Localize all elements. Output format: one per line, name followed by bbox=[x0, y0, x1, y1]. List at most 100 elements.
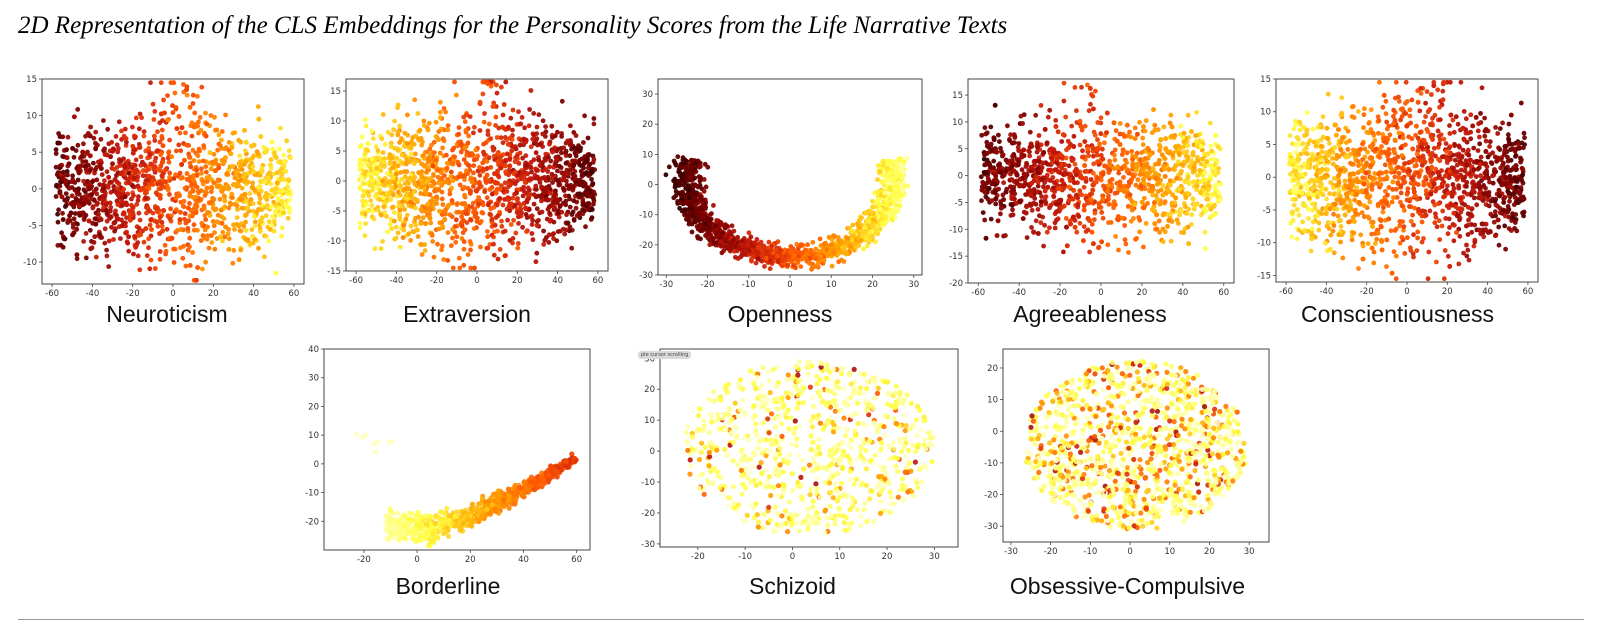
scatter-point bbox=[522, 179, 528, 185]
scatter-point bbox=[507, 208, 513, 214]
scatter-point bbox=[701, 204, 707, 209]
scatter-point bbox=[125, 240, 131, 246]
scatter-point bbox=[507, 163, 513, 169]
scatter-point bbox=[230, 260, 236, 266]
scatter-point bbox=[277, 168, 283, 174]
scatter-point bbox=[549, 123, 555, 129]
scatter-point bbox=[896, 164, 901, 170]
scatter-point bbox=[92, 198, 97, 203]
scatter-point bbox=[437, 150, 443, 156]
scatter-point bbox=[243, 139, 249, 145]
scatter-point bbox=[486, 121, 492, 127]
y-tick-label: -10 bbox=[639, 211, 653, 221]
scatter-point bbox=[441, 106, 447, 111]
scatter-point bbox=[572, 150, 578, 156]
scatter-point bbox=[435, 168, 441, 173]
scatter-point bbox=[1116, 247, 1121, 253]
scatter-point bbox=[707, 242, 713, 248]
scatter-point bbox=[132, 234, 137, 239]
scatter-point bbox=[435, 241, 440, 247]
scatter-point bbox=[428, 206, 433, 212]
scatter-point bbox=[225, 231, 231, 237]
scatter-point bbox=[241, 178, 247, 184]
scatter-point bbox=[257, 196, 263, 201]
scatter-point bbox=[531, 192, 537, 197]
scatter-point bbox=[64, 169, 70, 174]
scatter-point bbox=[362, 171, 367, 177]
scatter-point bbox=[459, 141, 464, 147]
scatter-point bbox=[861, 246, 866, 252]
scatter-point bbox=[204, 121, 210, 127]
scatter-point bbox=[374, 155, 380, 161]
scatter-point bbox=[589, 176, 594, 182]
scatter-point bbox=[214, 219, 220, 225]
y-tick-label: 10 bbox=[330, 117, 341, 127]
scatter-point bbox=[391, 127, 396, 132]
scatter-point bbox=[831, 250, 837, 256]
scatter-point bbox=[395, 102, 401, 108]
scatter-point bbox=[888, 196, 893, 201]
scatter-point bbox=[256, 192, 262, 197]
scatter-point bbox=[693, 160, 699, 166]
scatter-point bbox=[209, 185, 214, 190]
scatter-point bbox=[87, 153, 93, 159]
scatter-point bbox=[878, 206, 883, 212]
scatter-point bbox=[463, 211, 469, 216]
scatter-point bbox=[500, 202, 506, 208]
scatter-point bbox=[234, 215, 240, 221]
scatter-point bbox=[136, 225, 142, 231]
scatter-point bbox=[203, 164, 209, 169]
scatter-point bbox=[89, 245, 95, 251]
scatter-point bbox=[413, 222, 419, 228]
scatter-point bbox=[1038, 103, 1044, 108]
scatter-point bbox=[211, 196, 217, 202]
scatter-point bbox=[537, 141, 543, 147]
scatter-point bbox=[419, 142, 425, 148]
scatter-point bbox=[444, 152, 449, 158]
scatter-point bbox=[440, 145, 445, 151]
scatter-point bbox=[413, 215, 418, 221]
scatter-point bbox=[553, 177, 559, 183]
scatter-point bbox=[373, 162, 378, 167]
scatter-point bbox=[775, 259, 781, 265]
scatter-point bbox=[197, 115, 203, 120]
scatter-point bbox=[106, 238, 112, 244]
x-tick-label: 20 bbox=[208, 289, 219, 299]
scatter-point bbox=[75, 142, 81, 148]
scatter-point bbox=[392, 160, 397, 166]
scatter-point bbox=[218, 143, 223, 149]
scatter-point bbox=[158, 80, 164, 86]
scatter-point bbox=[183, 130, 188, 136]
scatter-point bbox=[59, 194, 65, 200]
scatter-point bbox=[862, 225, 868, 230]
scatter-point bbox=[238, 247, 244, 253]
scatter-point bbox=[173, 105, 179, 110]
scatter-point bbox=[506, 204, 512, 210]
scatter-point bbox=[373, 144, 379, 149]
scatter-point bbox=[195, 265, 201, 270]
scatter-point bbox=[242, 128, 247, 133]
scatter-point bbox=[165, 93, 170, 98]
scatter-point bbox=[686, 187, 692, 193]
scatter-point bbox=[509, 148, 515, 153]
scatter-point bbox=[123, 136, 129, 141]
scatter-point bbox=[385, 179, 391, 185]
scatter-point bbox=[170, 103, 176, 108]
scatter-point bbox=[200, 266, 205, 272]
scatter-point bbox=[517, 142, 523, 148]
scatter-point bbox=[241, 223, 247, 229]
scatter-point bbox=[563, 193, 568, 199]
scatter-point bbox=[108, 189, 114, 195]
scatter-point bbox=[885, 176, 890, 182]
scatter-point bbox=[73, 187, 79, 193]
scatter-point bbox=[418, 191, 424, 196]
scatter-point bbox=[53, 194, 59, 199]
scatter-point bbox=[673, 162, 679, 168]
scatter-point bbox=[397, 140, 402, 145]
scatter-point bbox=[849, 228, 855, 234]
scatter-point bbox=[165, 117, 171, 123]
scatter-point bbox=[140, 173, 146, 179]
scatter-point bbox=[412, 151, 418, 157]
scatter-point bbox=[441, 138, 447, 144]
scatter-point bbox=[123, 220, 128, 226]
